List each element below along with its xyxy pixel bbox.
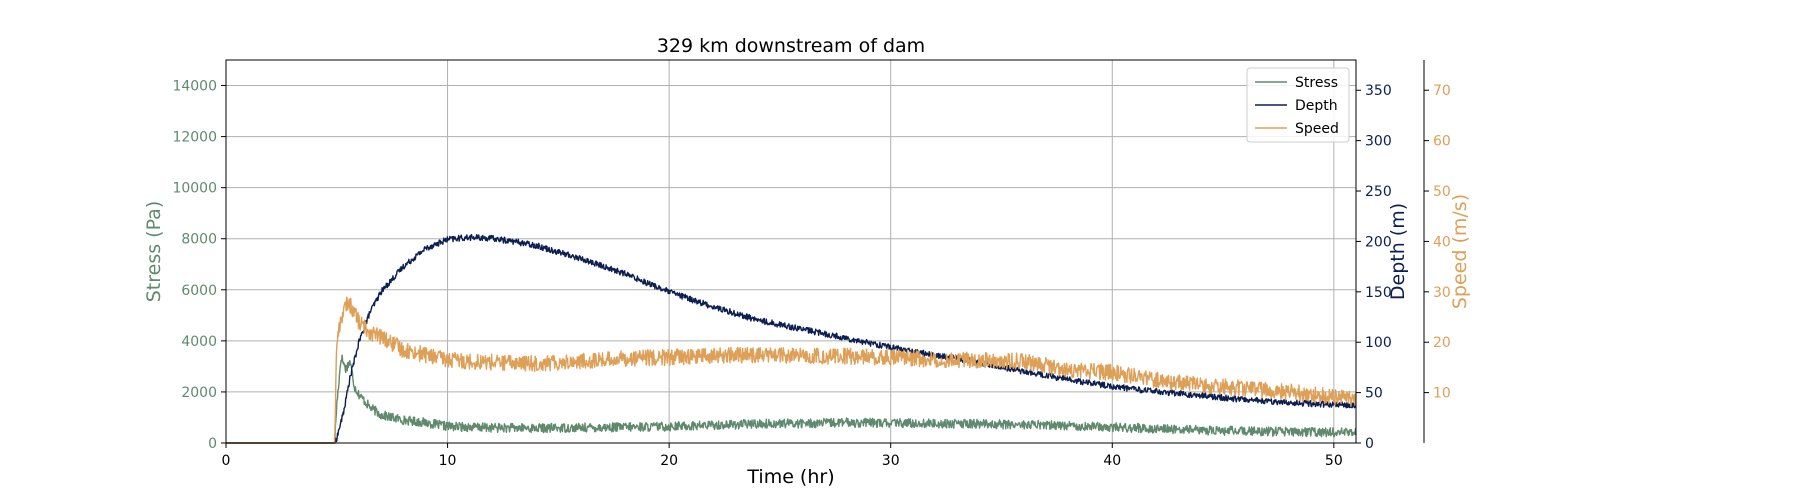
x-tick-label: 50 [1325,453,1343,469]
x-tick-label: 10 [439,453,457,469]
x-tick-label: 30 [882,453,900,469]
stress-tick-label: 2000 [181,385,217,401]
speed-axis-title: Speed (m/s) [1449,194,1471,309]
depth-tick-label: 350 [1365,83,1392,99]
depth-axis-title: Depth (m) [1387,203,1409,300]
legend-label-stress: Stress [1295,75,1338,91]
stress-tick-label: 10000 [172,181,217,197]
speed-tick-label: 70 [1433,83,1451,99]
x-tick-label: 0 [222,453,231,469]
stress-tick-label: 14000 [172,79,217,95]
series-line-stress [225,354,1357,444]
stress-tick-label: 6000 [181,283,217,299]
speed-tick-label: 20 [1433,335,1451,351]
legend-label-speed: Speed [1295,121,1339,137]
speed-tick-label: 10 [1433,386,1451,402]
depth-tick-label: 200 [1365,234,1392,250]
depth-tick-label: 50 [1365,386,1383,402]
stress-tick-label: 4000 [181,334,217,350]
x-tick-label: 40 [1103,453,1121,469]
series-line-depth [225,233,1357,444]
legend-box [1246,67,1350,143]
depth-tick-label: 100 [1365,335,1392,351]
x-axis-title: Time (hr) [746,466,834,488]
axes: 0 10 20 30 40 5002000400060008000100001200014… [143,60,1471,469]
stress-tick-label: 12000 [172,130,217,146]
legend-label-depth: Depth [1295,98,1338,114]
chart-title: 329 km downstream of dam [657,35,925,57]
depth-tick-label: 250 [1365,184,1392,200]
depth-tick-label: 0 [1365,436,1374,452]
legend: Stress Depth Speed [1246,67,1350,143]
depth-tick-label: 300 [1365,134,1392,150]
series-line-speed [225,296,1357,444]
x-tick-label: 20 [660,453,678,469]
stress-tick-label: 8000 [181,232,217,248]
stress-tick-label: 0 [208,436,217,452]
plot-frame [225,59,1357,444]
stress-axis-title: Stress (Pa) [143,201,165,303]
series-lines [225,233,1357,444]
speed-tick-label: 30 [1433,285,1451,301]
speed-tick-label: 40 [1433,234,1451,250]
depth-tick-label: 150 [1365,285,1392,301]
speed-tick-label: 60 [1433,134,1451,150]
speed-tick-label: 50 [1433,184,1451,200]
